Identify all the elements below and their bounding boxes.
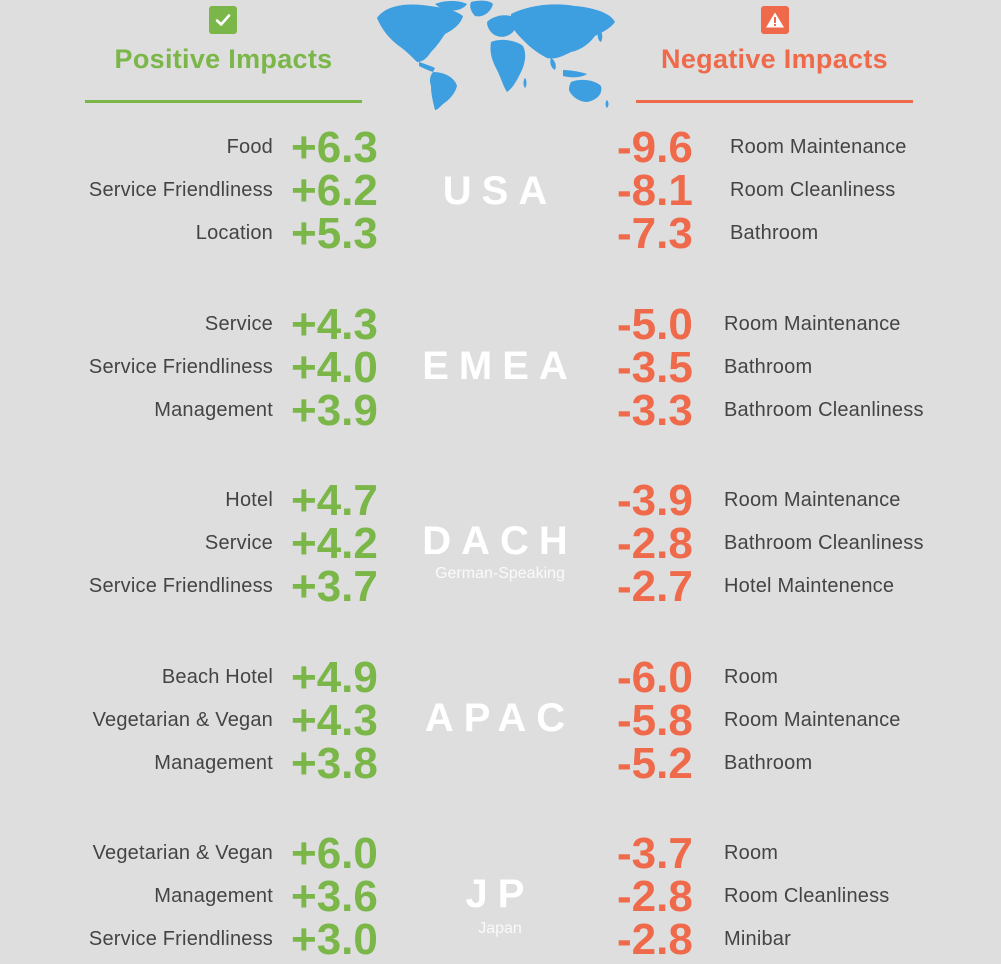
- positive-value: +4.7: [291, 476, 378, 525]
- negative-label: Room Cleanliness: [730, 179, 896, 201]
- region-dach: Hotel +4.7 -3.9 Room Maintenance Service…: [0, 479, 1001, 619]
- positive-impacts-title: Positive Impacts: [114, 44, 333, 74]
- positive-value: +5.3: [291, 209, 378, 258]
- impact-row: Beach Hotel +4.9 -6.0 Room: [0, 653, 1001, 702]
- negative-label: Room: [724, 666, 779, 688]
- positive-label: Service: [204, 313, 273, 335]
- positive-label: Service: [204, 532, 273, 554]
- positive-label: Service Friendliness: [88, 575, 273, 597]
- positive-label: Management: [154, 885, 273, 907]
- region-code: APAC: [424, 696, 576, 740]
- impact-row: Service Friendliness +6.2 -8.1 Room Clea…: [0, 166, 1001, 215]
- positive-label: Management: [154, 399, 273, 421]
- impact-row: Service Friendliness +3.7 -2.7 Hotel Mai…: [0, 562, 1001, 611]
- impact-row: Hotel +4.7 -3.9 Room Maintenance: [0, 476, 1001, 525]
- positive-label: Vegetarian & Vegan: [92, 842, 273, 864]
- negative-label: Room Maintenance: [724, 489, 901, 511]
- impact-row: Management +3.9 -3.3 Bathroom Cleanlines…: [0, 386, 1001, 435]
- positive-value: +4.0: [291, 343, 378, 392]
- region-code: EMEA: [422, 344, 578, 388]
- impact-row: Vegetarian & Vegan +4.3 -5.8 Room Mainte…: [0, 696, 1001, 745]
- negative-label: Room Maintenance: [724, 313, 901, 335]
- negative-value: -7.3: [617, 209, 693, 258]
- positive-label: Beach Hotel: [161, 666, 273, 688]
- positive-value: +4.9: [291, 653, 378, 702]
- region-code: DACH: [422, 519, 578, 563]
- negative-value: -3.9: [617, 476, 693, 525]
- impact-row: Service Friendliness +3.0 -2.8 Minibar: [0, 915, 1001, 964]
- check-icon: [209, 6, 237, 34]
- negative-label: Bathroom: [724, 752, 813, 774]
- negative-value: -8.1: [617, 166, 693, 215]
- positive-value: +3.0: [291, 915, 378, 964]
- positive-label: Vegetarian & Vegan: [92, 709, 273, 731]
- negative-value: -2.8: [617, 872, 693, 921]
- negative-value: -5.0: [617, 300, 693, 349]
- negative-value: -2.8: [617, 915, 693, 964]
- positive-value: +6.3: [291, 123, 378, 172]
- negative-value: -9.6: [617, 123, 693, 172]
- negative-value: -3.3: [617, 386, 693, 435]
- positive-value: +6.2: [291, 166, 378, 215]
- positive-value: +4.2: [291, 519, 378, 568]
- positive-label: Food: [226, 136, 273, 158]
- impact-row: Service +4.3 -5.0 Room Maintenance: [0, 300, 1001, 349]
- region-usa: Food +6.3 -9.6 Room Maintenance Service …: [0, 126, 1001, 266]
- impact-row: Vegetarian & Vegan +6.0 -3.7 Room: [0, 829, 1001, 878]
- positive-label: Hotel: [225, 489, 273, 511]
- negative-label: Bathroom: [730, 222, 819, 244]
- negative-label: Room Maintenance: [730, 136, 907, 158]
- region-apac: Beach Hotel +4.9 -6.0 Room Vegetarian & …: [0, 656, 1001, 796]
- impact-row: Food +6.3 -9.6 Room Maintenance: [0, 123, 1001, 172]
- positive-label: Management: [154, 752, 273, 774]
- impact-row: Service +4.2 -2.8 Bathroom Cleanliness: [0, 519, 1001, 568]
- negative-value: -3.7: [617, 829, 693, 878]
- negative-impacts-title: Negative Impacts: [661, 44, 888, 74]
- positive-value: +4.3: [291, 696, 378, 745]
- negative-label: Bathroom Cleanliness: [724, 532, 924, 554]
- negative-value: -2.7: [617, 562, 693, 611]
- positive-divider: [85, 100, 362, 103]
- positive-label: Service Friendliness: [88, 179, 273, 201]
- negative-label: Room Cleanliness: [724, 885, 890, 907]
- positive-label: Service Friendliness: [88, 928, 273, 950]
- impact-row: Management +3.8 -5.2 Bathroom: [0, 739, 1001, 788]
- positive-value: +3.6: [291, 872, 378, 921]
- impact-row: Management +3.6 -2.8 Room Cleanliness: [0, 872, 1001, 921]
- region-emea: Service +4.3 -5.0 Room Maintenance Servi…: [0, 303, 1001, 443]
- positive-value: +4.3: [291, 300, 378, 349]
- impact-row: Service Friendliness +4.0 -3.5 Bathroom: [0, 343, 1001, 392]
- negative-value: -2.8: [617, 519, 693, 568]
- region-code: USA: [442, 169, 558, 213]
- region-code: JP: [465, 872, 535, 916]
- positive-value: +6.0: [291, 829, 378, 878]
- negative-divider: [636, 100, 913, 103]
- negative-value: -6.0: [617, 653, 693, 702]
- region-jp: Vegetarian & Vegan +6.0 -3.7 Room Manage…: [0, 829, 1001, 964]
- world-map-icon: [377, 0, 615, 110]
- negative-value: -3.5: [617, 343, 693, 392]
- negative-label: Hotel Maintenence: [724, 575, 895, 597]
- negative-label: Minibar: [724, 928, 791, 950]
- positive-value: +3.8: [291, 739, 378, 788]
- region-subtitle: German-Speaking: [435, 565, 565, 582]
- warning-icon: [761, 6, 789, 34]
- positive-value: +3.7: [291, 562, 378, 611]
- impact-row: Location +5.3 -7.3 Bathroom: [0, 209, 1001, 258]
- region-subtitle: Japan: [478, 920, 522, 937]
- positive-label: Service Friendliness: [88, 356, 273, 378]
- positive-value: +3.9: [291, 386, 378, 435]
- negative-label: Bathroom: [724, 356, 813, 378]
- positive-label: Location: [195, 222, 273, 244]
- negative-value: -5.8: [617, 696, 693, 745]
- negative-label: Room Maintenance: [724, 709, 901, 731]
- negative-value: -5.2: [617, 739, 693, 788]
- negative-label: Bathroom Cleanliness: [724, 399, 924, 421]
- negative-label: Room: [724, 842, 779, 864]
